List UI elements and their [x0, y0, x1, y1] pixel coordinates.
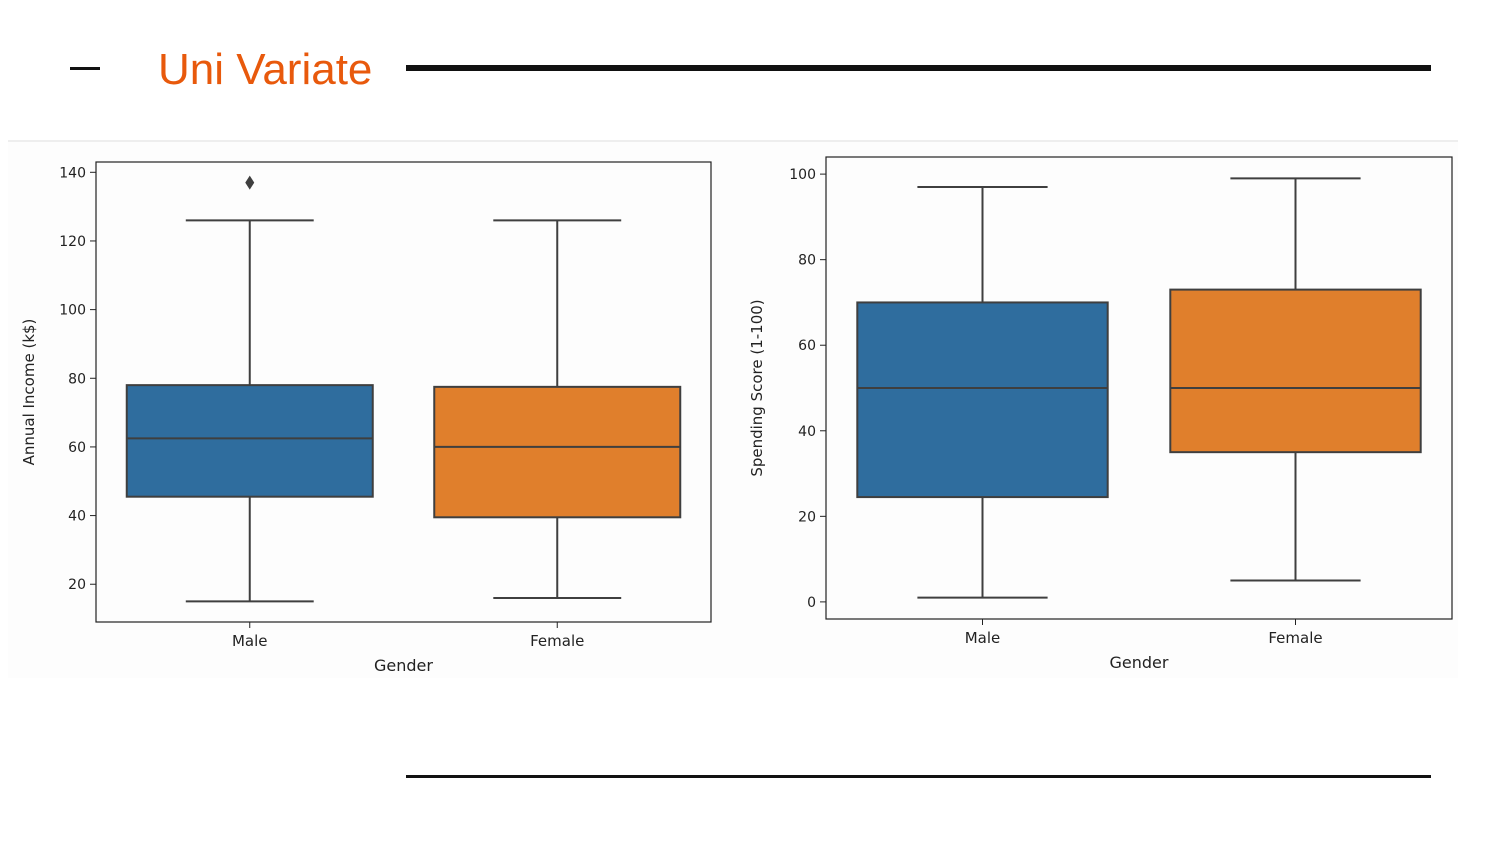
title-dash-decoration	[70, 67, 100, 70]
slide-title: Uni Variate	[158, 45, 373, 94]
x-tick-label: Male	[965, 629, 1001, 647]
plot-frame	[825, 156, 1453, 620]
x-axis-label: Gender	[1110, 653, 1169, 672]
y-tick-label: 100	[789, 167, 816, 183]
x-tick-label: Male	[232, 632, 268, 650]
bottom-rule	[406, 775, 1431, 778]
y-axis-label: Annual Income (k$)	[20, 319, 38, 466]
charts-panel: 20 40 60 80 100 120 140 Male Female Gender Annual …	[8, 140, 1458, 678]
y-tick-label: 20	[798, 509, 816, 525]
y-tick-label: 140	[59, 165, 86, 181]
y-tick-label: 40	[68, 509, 86, 525]
spending-boxplot: 0 20 40 60 80 100 Male Female Gender Spending Sco…	[748, 156, 1453, 672]
top-rule	[406, 65, 1431, 71]
x-tick-label: Female	[530, 632, 584, 650]
outlier-marker	[245, 175, 255, 190]
y-tick-label: 120	[59, 234, 86, 250]
y-tick-label: 80	[68, 371, 86, 387]
income-boxplot: 20 40 60 80 100 120 140 Male Female Gender Annual …	[20, 161, 712, 675]
x-tick-label: Female	[1268, 629, 1322, 647]
y-tick-label: 60	[798, 338, 816, 354]
y-axis-label: Spending Score (1-100)	[748, 299, 766, 476]
y-tick-label: 20	[68, 577, 86, 593]
y-tick-label: 40	[798, 424, 816, 440]
box-female	[1169, 288, 1422, 454]
y-tick-label: 100	[59, 303, 86, 319]
y-tick-label: 0	[807, 595, 816, 611]
box-female	[433, 385, 682, 519]
y-tick-label: 60	[68, 440, 86, 456]
y-tick-label: 80	[798, 253, 816, 269]
plot-frame	[95, 161, 712, 623]
x-axis-label: Gender	[374, 656, 433, 675]
box-male	[125, 384, 374, 498]
box-male	[856, 301, 1109, 499]
